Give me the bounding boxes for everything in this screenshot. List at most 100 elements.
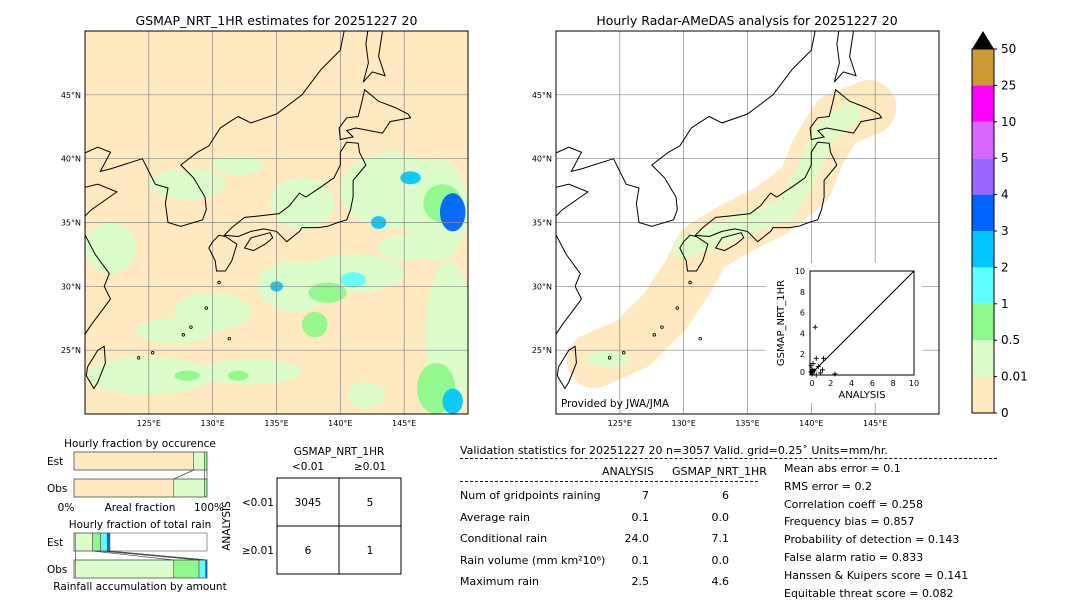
one-to-one-line <box>809 270 915 376</box>
inset-ylabel: GSMAP_NRT_1HR <box>776 280 787 366</box>
inset-x-tick: 6 <box>870 379 875 388</box>
coastline <box>833 31 857 83</box>
scatter-point <box>808 363 814 369</box>
inset-x-tick: 0 <box>809 379 814 388</box>
left-map-title: GSMAP_NRT_1HR estimates for 20251227 20 <box>135 13 418 28</box>
rain-cell <box>439 193 466 232</box>
stat-analysis-value: 0.1 <box>631 510 650 524</box>
bar-segment <box>75 532 93 552</box>
coastline <box>556 345 577 390</box>
island <box>150 351 155 355</box>
contingency-value: 1 <box>367 545 374 557</box>
colorbar-bin <box>972 303 994 341</box>
stat-gsmap-value: 0.0 <box>711 553 730 567</box>
contingency-col-label: <0.01 <box>292 461 324 473</box>
x-tick-label: 125°E <box>137 419 161 428</box>
stat-label: Conditional rain <box>460 532 548 545</box>
bar-chart-title: Hourly fraction of total rain <box>69 519 212 531</box>
rain-cell <box>136 318 213 344</box>
colorbar-bin <box>972 49 994 86</box>
bar-segment <box>173 559 200 579</box>
rain-cell <box>400 171 421 185</box>
island <box>204 306 208 310</box>
inset-y-tick: 0 <box>800 368 805 377</box>
stat-analysis-value: 0.1 <box>631 553 650 567</box>
scatter-point <box>813 372 819 378</box>
x-tick-label: 125°E <box>608 419 632 428</box>
rain-cell <box>227 370 249 381</box>
rain-cell <box>270 177 334 229</box>
stat-analysis-value: 2.5 <box>631 575 650 588</box>
contingency-cell <box>338 477 402 527</box>
score-line: Frequency bias = 0.857 <box>784 515 915 529</box>
colorbar-label: 25 <box>1001 78 1016 92</box>
contingency-value: 3045 <box>295 497 322 509</box>
stat-gsmap-value: 6 <box>722 489 729 502</box>
coastline <box>338 88 412 141</box>
map-content <box>85 31 468 414</box>
inset-y-tick: 10 <box>795 267 805 276</box>
inset-x-tick: 4 <box>849 379 854 388</box>
inset-y-tick: 4 <box>800 329 805 338</box>
island <box>660 325 664 329</box>
score-line: Hanssen & Kuipers score = 0.141 <box>784 568 969 582</box>
colorbar-bin <box>972 231 994 268</box>
island <box>217 280 221 285</box>
y-tick-label: 40°N <box>61 155 81 164</box>
inset-x-tick: 10 <box>909 379 919 388</box>
bar-segment <box>204 478 208 498</box>
bar-segment <box>198 559 206 579</box>
stat-label: Num of gridpoints raining <box>460 489 601 502</box>
coastline <box>362 31 386 83</box>
contingency-row-title: ANALYSIS <box>221 501 233 551</box>
connector-line <box>173 469 194 480</box>
axes-frame <box>84 30 469 415</box>
colorbar-bin <box>972 376 994 413</box>
inset-y-tick: 2 <box>800 350 805 359</box>
bar-frame <box>73 451 208 471</box>
x-tick-label: 135°E <box>735 419 759 428</box>
credit-text: Provided by JWA/JMA <box>561 398 670 410</box>
y-tick-label: 35°N <box>61 219 81 228</box>
island <box>189 325 193 329</box>
scatter-point <box>817 370 823 376</box>
rain-cell <box>346 171 386 210</box>
stats-divider <box>460 458 997 459</box>
y-tick-label: 30°N <box>532 282 552 291</box>
y-tick-label: 25°N <box>532 346 552 355</box>
score-line: RMS error = 0.2 <box>784 479 872 493</box>
island <box>675 306 679 310</box>
bar-segment <box>92 532 101 552</box>
island <box>607 356 612 360</box>
inset-y-tick: 8 <box>800 288 805 297</box>
coastline <box>208 234 238 272</box>
x-tick-label: 145°E <box>863 419 887 428</box>
colorbar-label: 0.01 <box>1001 370 1028 384</box>
island <box>136 356 141 360</box>
axes-frame <box>555 30 940 415</box>
bar-segment <box>204 451 208 471</box>
connector-line <box>109 550 208 561</box>
contingency-cell <box>276 477 340 527</box>
colorbar-label: 1 <box>1001 297 1009 311</box>
y-tick-label: 30°N <box>61 282 81 291</box>
rain-cell <box>302 311 328 338</box>
light-rain-area <box>585 351 630 368</box>
x-tick-label: 130°E <box>201 419 225 428</box>
bar-row-label: Obs <box>47 483 67 495</box>
y-tick-label: 25°N <box>61 346 81 355</box>
x-tick-label: 145°E <box>392 419 416 428</box>
stat-label: Average rain <box>460 510 530 524</box>
connector-line <box>92 550 174 561</box>
island <box>227 336 231 341</box>
colorbar-label: 5 <box>1001 151 1009 165</box>
colorbar-label: 4 <box>1001 188 1009 202</box>
bar-frame <box>73 532 208 552</box>
left_map-plot: 125°E 130°E 135°E 140°E 145°E 45°N 40°N 35°N 30°… <box>61 30 469 428</box>
contingency-col-label: ≥0.01 <box>354 461 386 473</box>
scatter-point <box>821 355 827 361</box>
col-analysis: ANALYSIS <box>602 465 654 478</box>
coastline <box>679 234 709 272</box>
bar-row-label: Est <box>47 537 63 549</box>
contingency-row-label: ≥0.01 <box>242 545 274 557</box>
